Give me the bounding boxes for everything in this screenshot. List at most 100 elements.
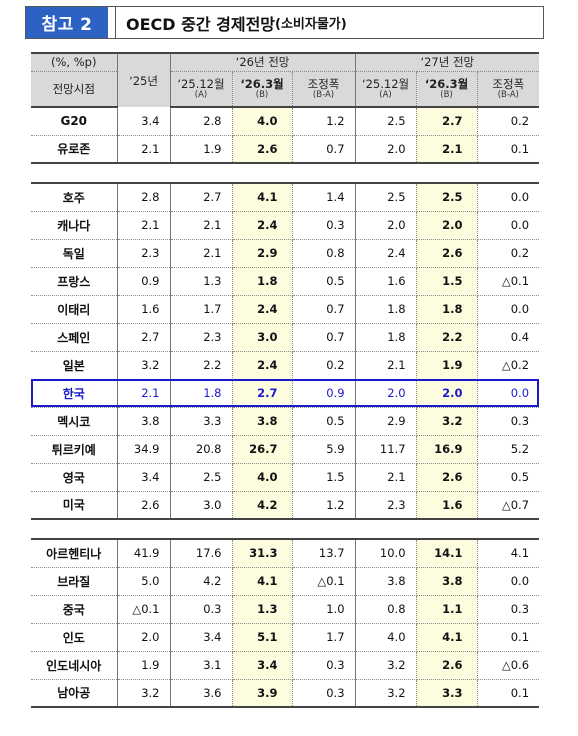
cell-b26: 2.6 [232,135,293,164]
cell-a27: 2.0 [355,379,417,408]
cell-b26: 3.4 [232,651,293,680]
table-row: 인도 2.0 3.4 5.1 1.7 4.0 4.1 0.1 [31,623,540,652]
cpi-forecast-table: (%, %p) ‘25년 ‘26년 전망 ‘27년 전망 전망시점 ‘25.12… [31,52,540,708]
cell-d26: 0.3 [292,679,356,708]
subheader-label: ‘25.12월 [361,77,410,92]
cell-d27: 0.1 [477,135,540,164]
cell-a26: 20.8 [170,435,233,464]
country-name: 인도 [31,623,118,652]
cell-y25: 2.3 [117,239,171,268]
table-row: 중국 △0.1 0.3 1.3 1.0 0.8 1.1 0.3 [31,595,540,624]
country-name: 유로존 [31,135,118,164]
cell-b27: 2.6 [416,463,478,492]
cell-a26: 2.1 [170,211,233,240]
cell-a27: 2.5 [355,182,417,212]
cell-b26: 2.7 [232,379,293,408]
country-name: 영국 [31,463,118,492]
cell-b26: 5.1 [232,623,293,652]
cell-a26: 4.2 [170,567,233,596]
table-row: 멕시코 3.8 3.3 3.8 0.5 2.9 3.2 0.3 [31,407,540,436]
cell-y25: 41.9 [117,538,171,568]
cell-b27: 2.0 [416,211,478,240]
country-name: 미국 [31,491,118,520]
subheader-label: 조정폭 [307,77,340,92]
cell-b26: 3.9 [232,679,293,708]
cell-y25: 2.1 [117,211,171,240]
cell-b27: 1.5 [416,267,478,296]
table-row: 브라질 5.0 4.2 4.1 △0.1 3.8 3.8 0.0 [31,567,540,596]
table-row: 튀르키예 34.9 20.8 26.7 5.9 11.7 16.9 5.2 [31,435,540,464]
country-name: 이태리 [31,295,118,324]
cell-b26: 4.2 [232,491,293,520]
cell-b27: 2.0 [416,379,478,408]
row-label-header: 전망시점 [31,71,118,108]
country-name: 캐나다 [31,211,118,240]
cell-d26: 1.4 [292,182,356,212]
cell-y25: 2.0 [117,623,171,652]
cell-d26: 1.7 [292,623,356,652]
cell-d26: 0.3 [292,211,356,240]
cell-a26: 3.4 [170,623,233,652]
cell-a27: 1.8 [355,323,417,352]
group-spacer [31,163,540,183]
cell-d26: 0.7 [292,135,356,164]
table-row: 인도네시아 1.9 3.1 3.4 0.3 3.2 2.6 △0.6 [31,651,540,680]
table-row: 남아공 3.2 3.6 3.9 0.3 3.2 3.3 0.1 [31,679,540,708]
cell-a27: 3.8 [355,567,417,596]
year-25-header: ‘25년 [117,52,171,107]
cell-y25: 3.2 [117,351,171,380]
cell-d26: 0.2 [292,351,356,380]
subheader-note: (B-A) [312,90,335,101]
country-name: 남아공 [31,679,118,708]
cell-d26: 0.8 [292,239,356,268]
cell-a27: 10.0 [355,538,417,568]
cell-d26: 0.3 [292,651,356,680]
cell-b26: 4.1 [232,567,293,596]
cell-b26: 2.4 [232,211,293,240]
cell-d27: 0.1 [477,623,540,652]
country-name: G20 [31,107,118,136]
title-main: OECD 중간 경제전망 [126,14,276,34]
cell-a27: 3.2 [355,651,417,680]
country-name: 호주 [31,182,118,212]
table-row: 이태리 1.6 1.7 2.4 0.7 1.8 1.8 0.0 [31,295,540,324]
cell-d26: 5.9 [292,435,356,464]
subheader-0: ‘25.12월 (A) [170,71,233,108]
cell-d27: 0.2 [477,239,540,268]
cell-a26: 0.3 [170,595,233,624]
cell-a27: 2.0 [355,211,417,240]
subheader-label: ‘26.3월 [240,77,284,92]
cell-b27: 1.9 [416,351,478,380]
country-name: 독일 [31,239,118,268]
cell-b27: 3.2 [416,407,478,436]
table-row: 캐나다 2.1 2.1 2.4 0.3 2.0 2.0 0.0 [31,211,540,240]
cell-a27: 2.1 [355,351,417,380]
cell-a26: 2.3 [170,323,233,352]
cell-y25: △0.1 [117,595,171,624]
cell-a26: 2.5 [170,463,233,492]
cell-a27: 11.7 [355,435,417,464]
cell-d26: 0.7 [292,295,356,324]
country-name: 브라질 [31,567,118,596]
cell-y25: 3.2 [117,679,171,708]
cell-y25: 1.9 [117,651,171,680]
subheader-3: ‘25.12월 (A) [355,71,417,108]
country-name: 아르헨티나 [31,538,118,568]
subheader-5: 조정폭 (B-A) [477,71,540,108]
cell-y25: 5.0 [117,567,171,596]
cell-y25: 2.1 [117,379,171,408]
cell-d27: 5.2 [477,435,540,464]
cell-b27: 14.1 [416,538,478,568]
table-row: 유로존 2.1 1.9 2.6 0.7 2.0 2.1 0.1 [31,135,540,164]
cell-y25: 2.6 [117,491,171,520]
cell-b27: 3.3 [416,679,478,708]
subheader-label: ‘25.12월 [177,77,225,92]
cell-b27: 2.2 [416,323,478,352]
cell-y25: 2.1 [117,135,171,164]
country-name: 프랑스 [31,267,118,296]
cell-d26: △0.1 [292,567,356,596]
cell-b26: 2.4 [232,295,293,324]
cell-d26: 0.5 [292,407,356,436]
cell-a27: 2.1 [355,463,417,492]
cell-d27: △0.6 [477,651,540,680]
